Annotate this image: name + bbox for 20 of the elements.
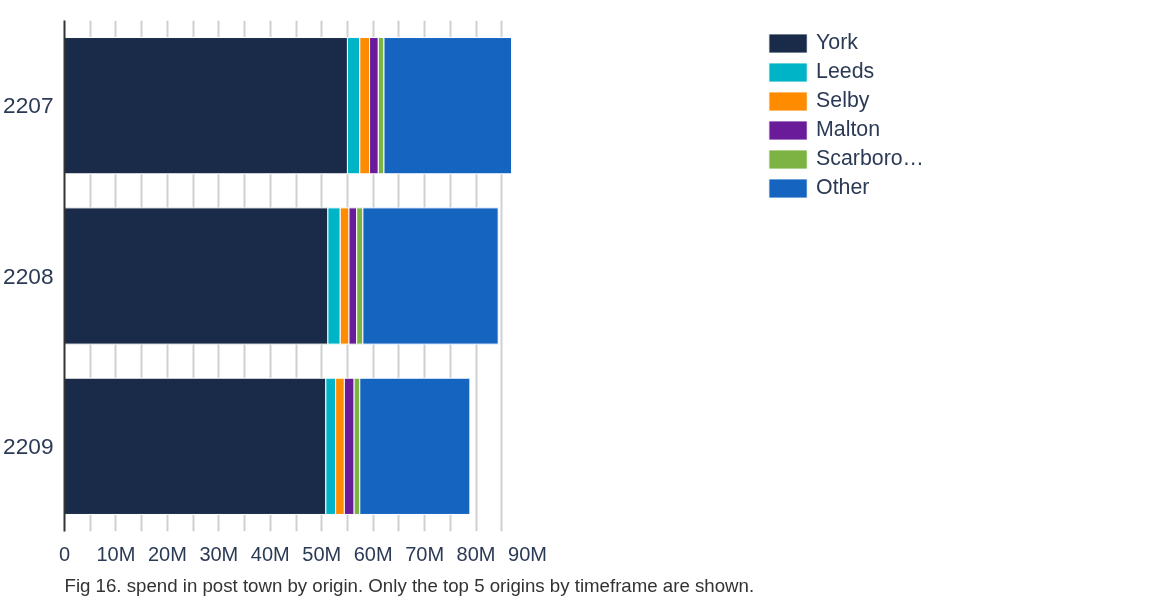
- y-tick-label: 2209: [3, 432, 54, 459]
- y-tick-label: 2207: [3, 92, 54, 119]
- legend-label: Selby: [816, 88, 870, 113]
- legend-label: York: [816, 30, 858, 55]
- x-tick-label: 30M: [199, 542, 239, 565]
- x-tick-label: 80M: [456, 542, 496, 565]
- x-tick-label: 40M: [250, 542, 290, 565]
- x-tick-label: 70M: [405, 542, 445, 565]
- caption: Fig 16. spend in post town by origin. Only the top 5 origins by timeframe are shown.: [64, 574, 755, 596]
- x-tick-label: 50M: [302, 542, 342, 565]
- y-tick-label: 2208: [3, 262, 54, 289]
- x-tick-label: 90M: [508, 542, 547, 565]
- x-tick-label: 20M: [147, 542, 187, 565]
- legend-label: Other: [816, 175, 870, 200]
- x-tick-label: 10M: [96, 542, 136, 565]
- legend-label: Malton: [816, 117, 881, 142]
- legend-label: Leeds: [816, 59, 875, 84]
- x-tick-label: 0: [58, 542, 71, 565]
- legend-label: Scarboro…: [816, 146, 924, 171]
- x-tick-label: 60M: [353, 542, 393, 565]
